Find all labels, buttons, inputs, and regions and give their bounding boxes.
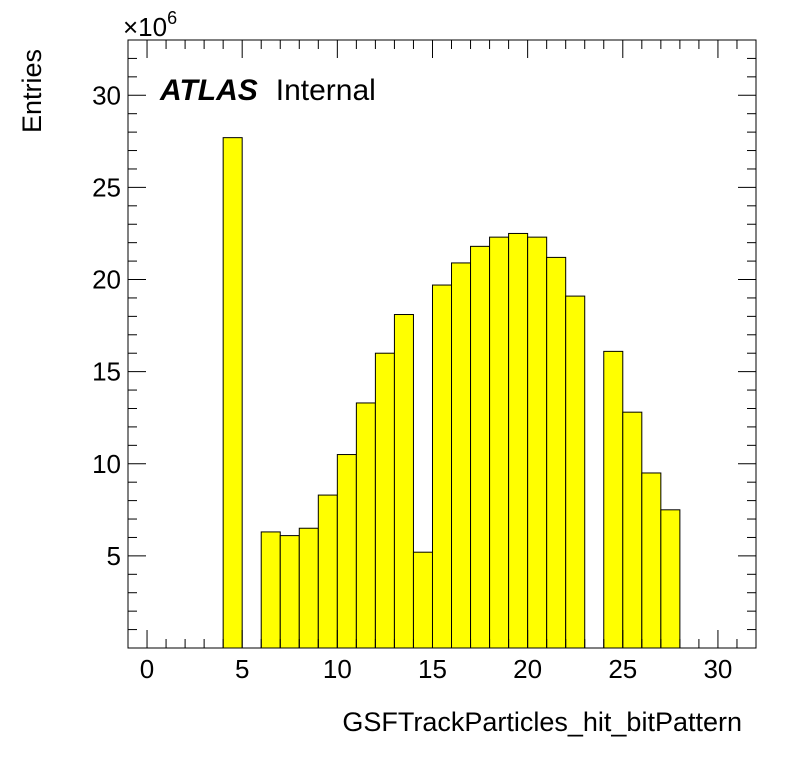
tick-labels-layer: 0 5 10 15 20 25 30 5 10 15 20 25 30 <box>92 80 732 684</box>
histogram-bar <box>317 494 338 649</box>
plot-frame <box>127 39 757 649</box>
histogram-bar <box>355 402 376 649</box>
histogram-bar <box>279 535 300 649</box>
histogram-bar <box>393 314 414 649</box>
atlas-label: ATLAS Internal <box>159 74 376 107</box>
y-multiplier-label: ×106 <box>123 8 177 42</box>
x-tick-label: 0 <box>140 654 154 684</box>
y-tick-label: 25 <box>92 172 121 202</box>
y-tick-label: 20 <box>92 265 121 295</box>
histogram-bar <box>508 232 529 649</box>
histogram-bar <box>603 350 624 649</box>
y-multiplier-exponent: 6 <box>167 8 177 28</box>
histogram-bar <box>374 352 395 649</box>
y-tick-label: 5 <box>107 541 121 571</box>
histogram-bar <box>641 472 662 649</box>
histogram-bar <box>470 245 491 649</box>
atlas-sublabel: Internal <box>276 74 376 107</box>
x-tick-label: 10 <box>323 654 352 684</box>
y-tick-label: 15 <box>92 357 121 387</box>
bars-layer <box>222 137 681 649</box>
histogram-bar <box>546 256 567 649</box>
histogram-bar <box>622 411 643 649</box>
histogram-bar <box>412 551 433 649</box>
x-tick-label: 5 <box>235 654 249 684</box>
histogram-bar <box>527 236 548 649</box>
histogram-bar <box>451 262 472 649</box>
x-tick-label: 15 <box>418 654 447 684</box>
histogram-bar <box>336 454 357 649</box>
histogram-bar <box>298 527 319 649</box>
x-tick-label: 20 <box>513 654 542 684</box>
histogram-bar <box>660 509 681 649</box>
x-axis-label: GSFTrackParticles_hit_bitPattern <box>342 707 742 737</box>
histogram-bar <box>260 531 281 649</box>
histogram-bar <box>489 236 510 649</box>
y-axis-label: Entries <box>17 49 47 133</box>
atlas-label-bold: ATLAS <box>159 74 258 107</box>
histogram-bar <box>222 137 243 649</box>
histogram-bar <box>565 295 586 649</box>
y-tick-label: 10 <box>92 449 121 479</box>
x-tick-label: 25 <box>608 654 637 684</box>
ticks-layer <box>128 39 756 648</box>
histogram-bar <box>431 284 453 649</box>
y-tick-label: 30 <box>92 80 121 110</box>
y-multiplier-base: ×10 <box>123 12 167 42</box>
x-tick-label: 30 <box>703 654 732 684</box>
